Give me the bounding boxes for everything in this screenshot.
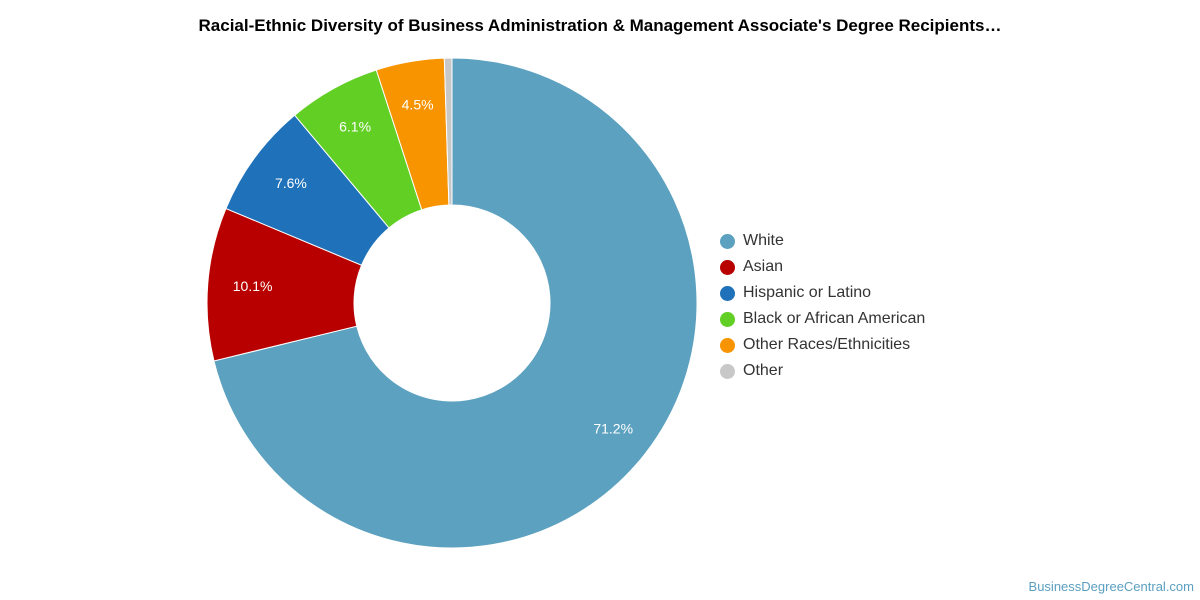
legend-swatch xyxy=(720,311,735,327)
slice-other[interactable] xyxy=(443,57,453,206)
legend-label: Other xyxy=(743,362,784,379)
donut-data-labels: 71.2% 10.1% 7.6% 6.1% 4.5% xyxy=(233,97,633,437)
slice-white[interactable] xyxy=(213,57,698,549)
legend-label: White xyxy=(743,232,784,249)
legend-swatch xyxy=(720,285,735,301)
legend-swatch xyxy=(720,259,735,275)
data-label-hispanic-or-latino: 7.6% xyxy=(275,175,307,191)
data-label-white: 71.2% xyxy=(593,420,633,436)
chart-legend: White Asian Hispanic or Latino Black or Afr… xyxy=(720,228,925,384)
legend-swatch xyxy=(720,363,735,379)
legend-swatch xyxy=(720,233,735,249)
legend-label: Black or African American xyxy=(743,310,926,327)
data-label-other-races-ethnicities: 4.5% xyxy=(402,97,434,113)
legend-item-other[interactable]: Other xyxy=(720,358,925,384)
donut-slices xyxy=(206,57,698,549)
legend-item-asian[interactable]: Asian xyxy=(720,254,925,280)
legend-label: Other Races/Ethnicities xyxy=(743,336,911,353)
legend-item-other-races-ethnicities[interactable]: Other Races/Ethnicities xyxy=(720,332,925,358)
data-label-asian: 10.1% xyxy=(233,278,273,294)
legend-label: Asian xyxy=(743,258,784,275)
legend-item-hispanic-or-latino[interactable]: Hispanic or Latino xyxy=(720,280,925,306)
legend-swatch xyxy=(720,337,735,353)
source-link[interactable]: BusinessDegreeCentral.com xyxy=(1028,579,1194,594)
legend-item-white[interactable]: White xyxy=(720,228,925,254)
data-label-black-or-african-american: 6.1% xyxy=(339,119,371,135)
chart-title: Racial-Ethnic Diversity of Business Admi… xyxy=(198,16,1002,35)
legend-item-black-or-african-american[interactable]: Black or African American xyxy=(720,306,925,332)
legend-label: Hispanic or Latino xyxy=(743,284,872,301)
